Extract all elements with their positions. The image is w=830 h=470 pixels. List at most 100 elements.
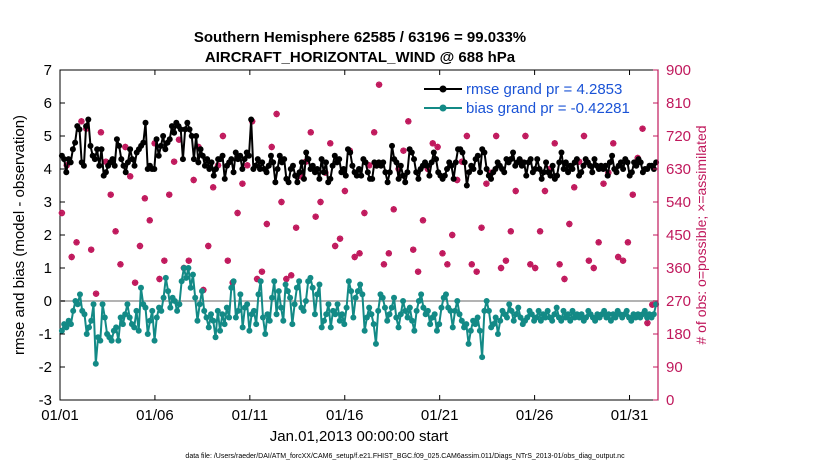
bias-point bbox=[302, 298, 309, 304]
bias-point bbox=[113, 324, 120, 331]
obs-assimilated-point bbox=[239, 180, 246, 187]
rmse-point bbox=[322, 159, 329, 166]
rmse-point bbox=[204, 156, 211, 163]
rmse-point bbox=[314, 166, 321, 172]
bias-point bbox=[341, 321, 348, 328]
bias-point bbox=[494, 331, 501, 337]
bias-point bbox=[255, 291, 262, 298]
bias-point bbox=[456, 311, 463, 318]
rmse-point bbox=[151, 166, 158, 172]
bias-point bbox=[192, 294, 199, 301]
rmse-point bbox=[124, 159, 131, 166]
obs-assimilated-point bbox=[156, 275, 163, 283]
rmse-point bbox=[254, 156, 261, 163]
rmse-point bbox=[538, 175, 545, 182]
rmse-point bbox=[265, 162, 272, 169]
obs-assimilated-point bbox=[283, 275, 290, 283]
rmse-point bbox=[153, 136, 160, 143]
obs-assimilated-point bbox=[639, 125, 646, 132]
x-tick-label: 01/31 bbox=[611, 407, 649, 424]
bias-point bbox=[323, 311, 330, 318]
obs-assimilated-point bbox=[92, 290, 100, 297]
bias-point bbox=[147, 317, 154, 324]
bias-point bbox=[465, 340, 472, 347]
bias-point bbox=[544, 307, 551, 314]
obs-assimilated-point bbox=[58, 209, 66, 217]
rmse-point bbox=[426, 172, 433, 179]
bias-point bbox=[354, 288, 361, 295]
bias-point bbox=[368, 311, 375, 318]
bias-point bbox=[115, 337, 122, 344]
obs-assimilated-point bbox=[439, 250, 446, 257]
bias-point bbox=[178, 278, 185, 285]
x-tick-label: 01/06 bbox=[136, 407, 174, 424]
rmse-point bbox=[386, 169, 393, 176]
footnote: data file: /Users/raeder/DAI/ATM_forcXX/… bbox=[185, 453, 625, 460]
bias-point bbox=[334, 301, 341, 308]
x-tick-label: 01/16 bbox=[326, 407, 364, 424]
rmse-point bbox=[289, 162, 296, 169]
rmse-point bbox=[477, 169, 484, 176]
rmse-point bbox=[428, 159, 435, 166]
bias-point bbox=[641, 307, 648, 314]
rmse-point bbox=[488, 175, 495, 182]
rmse-point bbox=[569, 166, 576, 172]
rmse-point bbox=[63, 169, 70, 176]
bias-point bbox=[253, 321, 260, 328]
obs-assimilated-point bbox=[434, 143, 441, 151]
bias-point bbox=[623, 307, 630, 314]
bias-point bbox=[476, 327, 483, 334]
y2-tick-label: 180 bbox=[666, 326, 691, 343]
bias-point bbox=[271, 278, 278, 285]
obs-assimilated-point bbox=[575, 158, 583, 165]
bias-point bbox=[474, 314, 481, 321]
bias-point bbox=[97, 337, 104, 344]
obs-assimilated-point bbox=[478, 224, 485, 231]
obs-assimilated-point bbox=[527, 261, 534, 268]
y-axis-label: rmse and bias (model - observation) bbox=[11, 115, 28, 355]
rmse-point bbox=[364, 169, 371, 176]
bias-point bbox=[558, 317, 565, 324]
rmse-point bbox=[633, 162, 640, 169]
bias-point bbox=[503, 314, 510, 321]
obs-assimilated-point bbox=[141, 195, 149, 202]
obs-assimilated-point bbox=[522, 132, 529, 140]
rmse-point bbox=[463, 182, 470, 189]
obs-assimilated-point bbox=[127, 173, 134, 180]
rmse-point bbox=[195, 159, 202, 166]
bias-point bbox=[472, 321, 479, 328]
bias-point bbox=[370, 321, 377, 328]
rmse-point bbox=[353, 172, 360, 179]
bias-point bbox=[458, 317, 465, 324]
obs-assimilated-point bbox=[170, 158, 178, 165]
rmse-point bbox=[565, 169, 572, 176]
bias-point bbox=[58, 327, 65, 334]
obs-assimilated-point bbox=[175, 136, 183, 143]
obs-assimilated-point bbox=[131, 279, 139, 286]
rmse-point bbox=[292, 172, 299, 179]
rmse-point bbox=[424, 162, 431, 169]
bias-point bbox=[171, 298, 178, 304]
rmse-point bbox=[256, 166, 263, 172]
bias-point bbox=[567, 317, 574, 324]
rmse-point bbox=[281, 156, 288, 163]
obs-assimilated-point bbox=[375, 81, 383, 88]
obs-assimilated-point bbox=[600, 180, 607, 187]
obs-assimilated-point bbox=[219, 132, 227, 140]
rmse-point bbox=[316, 175, 323, 182]
bias-point bbox=[280, 317, 287, 324]
bias-point bbox=[350, 314, 357, 321]
bias-point bbox=[307, 274, 314, 281]
bias-point bbox=[70, 307, 77, 314]
y-tick-label: -1 bbox=[39, 326, 52, 343]
obs-assimilated-point bbox=[151, 140, 158, 147]
bias-point bbox=[424, 307, 431, 314]
bias-point bbox=[381, 304, 388, 311]
bias-point bbox=[436, 321, 443, 328]
obs-assimilated-point bbox=[512, 187, 519, 195]
obs-assimilated-point bbox=[429, 140, 436, 147]
bias-point bbox=[293, 284, 300, 291]
y2-tick-label: 540 bbox=[666, 194, 691, 211]
rmse-point bbox=[521, 159, 528, 166]
rmse-point bbox=[184, 119, 191, 126]
